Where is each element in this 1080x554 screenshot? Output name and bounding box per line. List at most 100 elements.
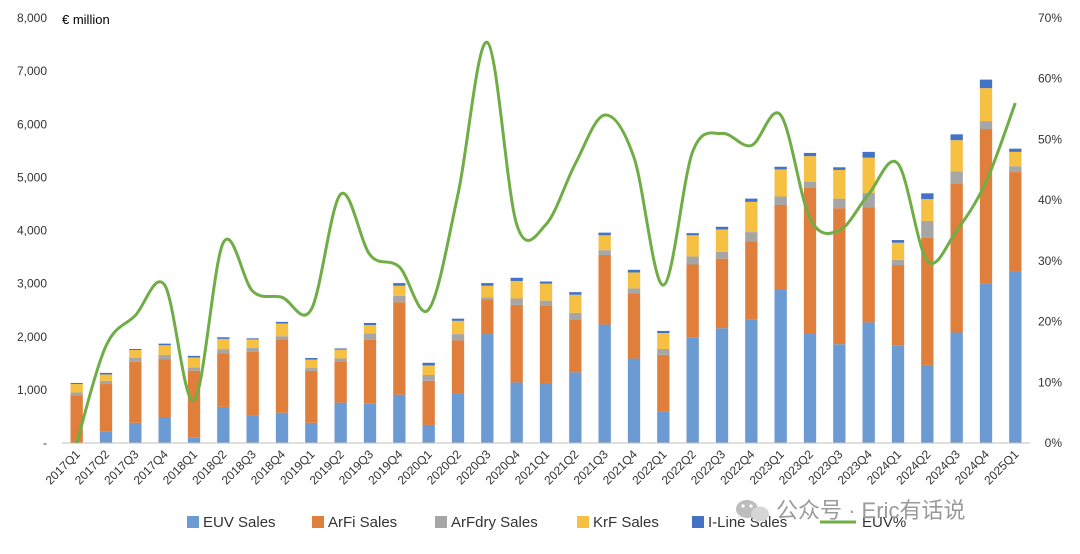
- y-right-axis: 0% 10% 20% 30% 40% 50% 60% 70%: [1038, 11, 1062, 450]
- bar-segment-i-line-sales: [715, 226, 729, 230]
- bar-segment-arfi-sales: [950, 183, 963, 333]
- bar-segment-i-line-sales: [979, 79, 993, 89]
- bar-segment-arfi-sales: [334, 361, 347, 403]
- legend-swatch-euv-sales: [187, 516, 199, 528]
- bar-segment-euv-sales: [745, 319, 758, 443]
- y-left-tick-label: 7,000: [17, 64, 47, 78]
- bar-segment-i-line-sales: [657, 330, 670, 334]
- bar-segment-euv-sales: [686, 337, 699, 443]
- bar-segment-arfdry-sales: [539, 300, 553, 306]
- bar-segment-euv-sales: [158, 416, 171, 443]
- bar-segment-euv-sales: [979, 283, 993, 443]
- bar-segment-euv-sales: [393, 394, 406, 443]
- bar-segment-arfi-sales: [1009, 172, 1022, 272]
- bar-segment-arfi-sales: [363, 339, 377, 404]
- y-right-tick-label: 70%: [1038, 11, 1062, 25]
- bar-segment-arfi-sales: [921, 237, 934, 365]
- bar-segment-arfi-sales: [979, 129, 993, 284]
- bar-segment-arfdry-sales: [158, 354, 171, 360]
- bar-segment-euv-sales: [305, 422, 318, 443]
- bar-segment-euv-sales: [363, 403, 377, 443]
- bar-segment-arfi-sales: [187, 370, 201, 438]
- bar-segment-arfi-sales: [305, 370, 318, 423]
- bar-segment-krf-sales: [657, 333, 670, 349]
- bar-segment-i-line-sales: [187, 355, 201, 358]
- y-right-tick-label: 10%: [1038, 375, 1062, 389]
- bar-segment-krf-sales: [891, 242, 905, 260]
- bar-segment-arfdry-sales: [803, 181, 817, 188]
- y-right-tick-label: 50%: [1038, 132, 1062, 146]
- bar-segment-arfi-sales: [246, 351, 259, 416]
- bar-segment-arfdry-sales: [451, 334, 465, 341]
- bar-segment-arfi-sales: [745, 241, 758, 320]
- bar-segment-arfdry-sales: [70, 392, 83, 396]
- euv-percent-line: [75, 40, 1017, 444]
- bar-segment-krf-sales: [70, 384, 83, 393]
- bar-segment-i-line-sales: [921, 193, 934, 200]
- legend-label-euv-: EUV%: [862, 514, 906, 531]
- bar-segment-krf-sales: [862, 157, 875, 193]
- bar-segment-arfi-sales: [275, 339, 289, 413]
- bar-segment-arfi-sales: [774, 205, 787, 290]
- bar-segment-euv-sales: [129, 422, 142, 443]
- bar-segment-euv-sales: [598, 324, 611, 443]
- bar-segment-i-line-sales: [510, 277, 523, 281]
- bar-segment-arfdry-sales: [686, 256, 699, 265]
- bar-segment-euv-sales: [334, 402, 347, 443]
- bar-segment-arfdry-sales: [393, 295, 406, 303]
- legend-label-arfi-sales: ArFi Sales: [328, 514, 397, 531]
- y-unit-label: € million: [62, 12, 110, 27]
- bar-segment-euv-sales: [481, 334, 494, 443]
- bar-segment-arfdry-sales: [715, 251, 729, 259]
- legend-swatch-krf-sales: [577, 516, 589, 528]
- bar-segment-arfi-sales: [569, 319, 582, 373]
- legend-swatch-arfdry-sales: [435, 516, 447, 528]
- legend-label-krf-sales: KrF Sales: [593, 514, 659, 531]
- bar-segment-arfdry-sales: [510, 298, 523, 305]
- bar-segment-euv-sales: [891, 345, 905, 443]
- bar-segment-euv-sales: [921, 364, 934, 443]
- bar-segment-krf-sales: [833, 169, 846, 199]
- legend-swatch-arfi-sales: [312, 516, 324, 528]
- bar-segment-arfi-sales: [393, 302, 406, 395]
- bar-segment-i-line-sales: [393, 283, 406, 286]
- bar-segment-arfdry-sales: [774, 196, 787, 205]
- wechat-icon: [736, 500, 769, 522]
- bar-segment-i-line-sales: [422, 362, 435, 366]
- bar-segment-krf-sales: [246, 339, 259, 348]
- bar-segment-arfdry-sales: [275, 336, 289, 340]
- bar-segment-euv-sales: [569, 372, 582, 443]
- bar-segment-i-line-sales: [774, 166, 787, 170]
- y-right-tick-label: 40%: [1038, 193, 1062, 207]
- bar-segment-euv-sales: [950, 332, 963, 443]
- y-right-tick-label: 0%: [1045, 436, 1063, 450]
- bar-segment-i-line-sales: [158, 343, 171, 346]
- bar-segment-i-line-sales: [862, 151, 875, 158]
- bar-segment-krf-sales: [99, 374, 113, 381]
- y-left-tick-label: 8,000: [17, 11, 47, 25]
- y-left-tick-label: 6,000: [17, 117, 47, 131]
- bar-segment-arfdry-sales: [363, 333, 377, 340]
- bar-segment-euv-sales: [803, 333, 817, 443]
- y-right-tick-label: 60%: [1038, 72, 1062, 86]
- bar-segment-euv-sales: [657, 411, 670, 443]
- bar-series: [70, 79, 1022, 443]
- bar-segment-krf-sales: [950, 140, 963, 172]
- bar-segment-arfdry-sales: [1009, 166, 1022, 173]
- bar-segment-arfi-sales: [657, 354, 670, 412]
- bar-segment-euv-sales: [217, 406, 230, 443]
- bar-segment-krf-sales: [979, 88, 993, 122]
- bar-segment-euv-sales: [833, 344, 846, 443]
- y-left-tick-label: -: [43, 436, 47, 450]
- bar-segment-krf-sales: [745, 201, 758, 233]
- bar-segment-arfdry-sales: [950, 171, 963, 184]
- bar-segment-arfi-sales: [70, 395, 83, 443]
- bar-segment-i-line-sales: [627, 269, 641, 273]
- bar-segment-arfdry-sales: [657, 348, 670, 355]
- bar-segment-krf-sales: [686, 235, 699, 257]
- bar-segment-euv-sales: [627, 358, 641, 443]
- y-left-tick-label: 1,000: [17, 383, 47, 397]
- bar-segment-arfi-sales: [539, 305, 553, 383]
- bar-segment-i-line-sales: [569, 292, 582, 295]
- bar-segment-krf-sales: [129, 350, 142, 358]
